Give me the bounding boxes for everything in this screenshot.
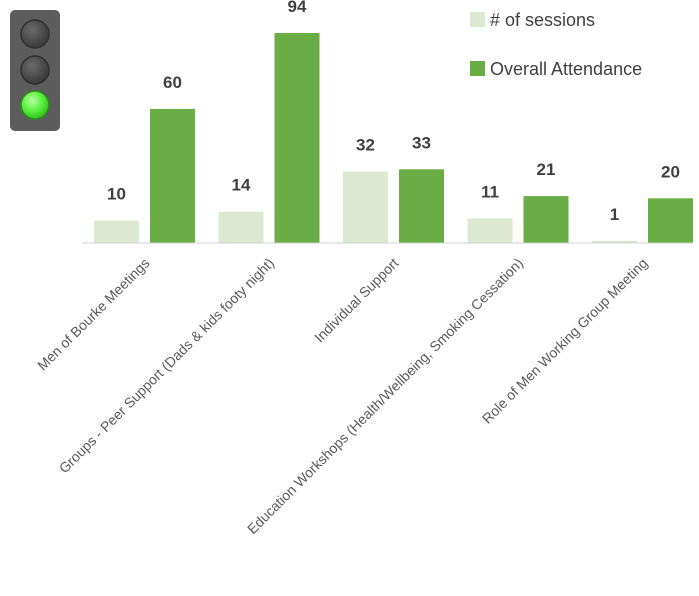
bar-attendance-0	[150, 108, 195, 243]
legend-swatch-sessions	[470, 12, 485, 27]
data-label-sessions-1: 14	[232, 176, 251, 195]
legend-swatch-attendance	[470, 61, 485, 76]
bar-sessions-1	[218, 211, 264, 243]
category-label-3: Education Workshops (Health/Wellbeing, S…	[244, 255, 526, 537]
legend-label-sessions: # of sessions	[490, 10, 595, 30]
category-label-0: Men of Bourke Meetings	[34, 255, 153, 374]
data-label-sessions-0: 10	[107, 185, 126, 204]
data-label-attendance-3: 21	[537, 160, 556, 179]
data-label-sessions-3: 11	[481, 182, 499, 201]
bar-attendance-2	[399, 169, 444, 243]
legend: # of sessions Overall Attendance	[470, 10, 642, 79]
legend-label-attendance: Overall Attendance	[490, 59, 642, 79]
bar-sessions-0	[94, 220, 139, 243]
bars-layer: 10 60 14 94 32 33 11 21 1 20	[94, 0, 693, 243]
bar-attendance-3	[523, 196, 569, 243]
category-label-2: Individual Support	[311, 255, 402, 346]
data-label-attendance-1: 94	[288, 0, 307, 16]
traffic-light-green-lamp	[20, 90, 50, 120]
traffic-light-red-lamp	[20, 19, 50, 49]
traffic-light-amber-lamp	[20, 55, 50, 85]
category-label-1: Groups - Peer Support (Dads & kids footy…	[56, 255, 278, 477]
bar-sessions-4	[592, 240, 637, 243]
bar-attendance-4	[648, 198, 693, 243]
traffic-light-icon	[10, 10, 60, 131]
data-label-attendance-2: 33	[412, 133, 431, 152]
data-label-sessions-4: 1	[610, 205, 619, 224]
bar-sessions-3	[467, 218, 513, 243]
bar-attendance-1	[274, 33, 320, 243]
data-label-sessions-2: 32	[356, 136, 375, 155]
bar-sessions-2	[343, 171, 388, 243]
data-label-attendance-0: 60	[163, 73, 182, 92]
data-label-attendance-4: 20	[661, 162, 680, 181]
